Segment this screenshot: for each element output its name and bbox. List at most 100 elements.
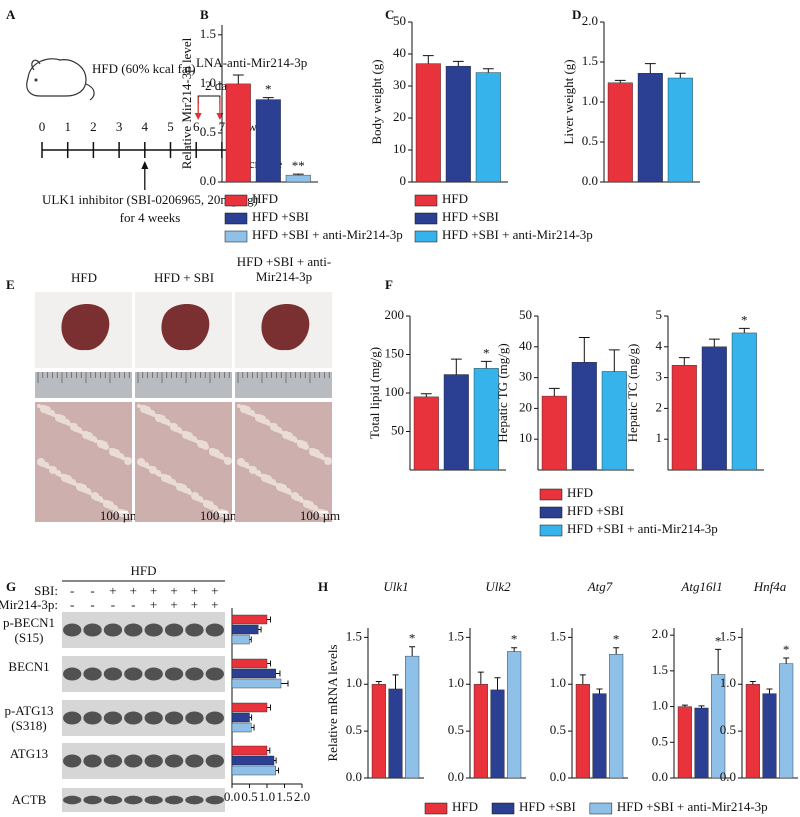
condition-sign: + (170, 597, 177, 612)
bar (231, 722, 252, 733)
blot-band (63, 667, 82, 681)
histology-cell (276, 427, 282, 433)
chart-title: Hnf4a (753, 579, 787, 594)
legend-swatch (539, 488, 563, 501)
y-tick-label: 0.0 (720, 769, 736, 784)
histology-cell (164, 475, 172, 483)
error-bar (579, 674, 586, 685)
blot-band (205, 711, 224, 725)
week-label: 2 (90, 119, 97, 134)
error-bar (420, 393, 432, 397)
bar (701, 346, 727, 471)
y-tick-label: 1.0 (582, 93, 598, 108)
error-bar (450, 358, 462, 375)
legend-label: HFD +SBI + anti-Mir214-3p (442, 227, 593, 242)
histology-cell (255, 414, 259, 418)
x-tick-label: 2.0 (294, 789, 310, 804)
legend-label: HFD +SBI + anti-Mir214-3p (617, 799, 768, 814)
diet-label: HFD (60% kcal fat) (92, 61, 196, 76)
bracket (197, 95, 221, 104)
histology-cell (255, 470, 261, 476)
blot-band (164, 754, 184, 768)
x-tick-label: 0.5 (241, 789, 257, 804)
bar (609, 654, 624, 779)
y-tick-label: 0.0 (448, 769, 464, 784)
chart-title: Atg7 (587, 579, 613, 594)
blot-band (144, 754, 163, 768)
legend-swatch (414, 230, 438, 243)
y-tick-label: 50 (519, 307, 532, 322)
legend-swatch (539, 506, 563, 519)
y-axis-label: Relative Mir214-3p level (179, 37, 194, 169)
histology-cell (55, 470, 61, 476)
inhibitor-duration: for 4 weeks (120, 210, 181, 225)
panel-label: C (385, 7, 394, 22)
legend-swatch (424, 802, 448, 815)
x-tick-label: 1.0 (259, 789, 275, 804)
y-tick-label: 0.5 (582, 133, 598, 148)
panel-label: A (6, 7, 16, 22)
legend-swatch (491, 802, 515, 815)
blot-band (144, 623, 163, 637)
y-tick-label: 10 (393, 141, 406, 156)
histology-cell (176, 483, 180, 487)
blot-label: ATG13 (9, 746, 49, 761)
histology-cell (261, 474, 265, 478)
significance: ** (292, 158, 305, 173)
blot-band (205, 795, 224, 805)
histology-cell (170, 479, 176, 485)
ruler (35, 372, 132, 398)
histology-cell (240, 405, 244, 409)
y-tick-label: 1.5 (200, 26, 216, 41)
histology (35, 402, 132, 522)
condition-label: anti-Mir214-3p: (0, 597, 58, 612)
histology-cell (249, 466, 253, 470)
histology-cell (270, 423, 274, 427)
legend-swatch (224, 194, 248, 207)
condition-sign: - (90, 583, 94, 598)
blot-band (124, 711, 143, 725)
y-tick-label: 1.0 (448, 675, 464, 690)
bar (231, 634, 250, 645)
error-bar (578, 337, 590, 363)
blot-band (83, 711, 102, 725)
y-tick-label: 0.5 (652, 733, 668, 748)
bar (475, 72, 501, 183)
ruler (235, 372, 332, 398)
panel-label: H (318, 579, 328, 594)
condition-sign: - (90, 597, 94, 612)
histology-cell (197, 496, 203, 502)
error-bar (267, 747, 271, 754)
legend-label: HFD +SBI (252, 209, 309, 224)
blot-band (124, 667, 143, 681)
y-tick-label: 1.0 (346, 675, 362, 690)
histology-cell (82, 431, 86, 435)
histology-cell (297, 440, 301, 444)
error-bar (392, 674, 399, 689)
bar (231, 702, 268, 713)
bar (231, 624, 259, 635)
histology-cell (218, 453, 224, 459)
bar (231, 678, 282, 689)
bar (445, 65, 471, 183)
significance: * (511, 632, 518, 647)
y-tick-label: 40 (519, 338, 532, 353)
condition-sign: - (70, 597, 74, 612)
blot-band (144, 667, 163, 681)
blot-header: HFD (130, 563, 156, 578)
blot-band (83, 623, 102, 637)
y-tick-label: 4 (656, 338, 663, 353)
error-bar (674, 72, 686, 78)
y-tick-label: 50 (393, 13, 406, 28)
histology-cell (70, 423, 74, 427)
error-bar (267, 704, 271, 711)
bar (731, 332, 757, 471)
x-tick-label: 1.5 (276, 789, 292, 804)
histology-cell (276, 483, 280, 487)
histology-cell (112, 449, 120, 457)
error-bar (292, 173, 304, 176)
bar (371, 684, 386, 779)
scale-bar-label: 100 µm (300, 508, 340, 523)
y-tick-label: 2 (656, 399, 663, 414)
error-bar (511, 647, 518, 652)
